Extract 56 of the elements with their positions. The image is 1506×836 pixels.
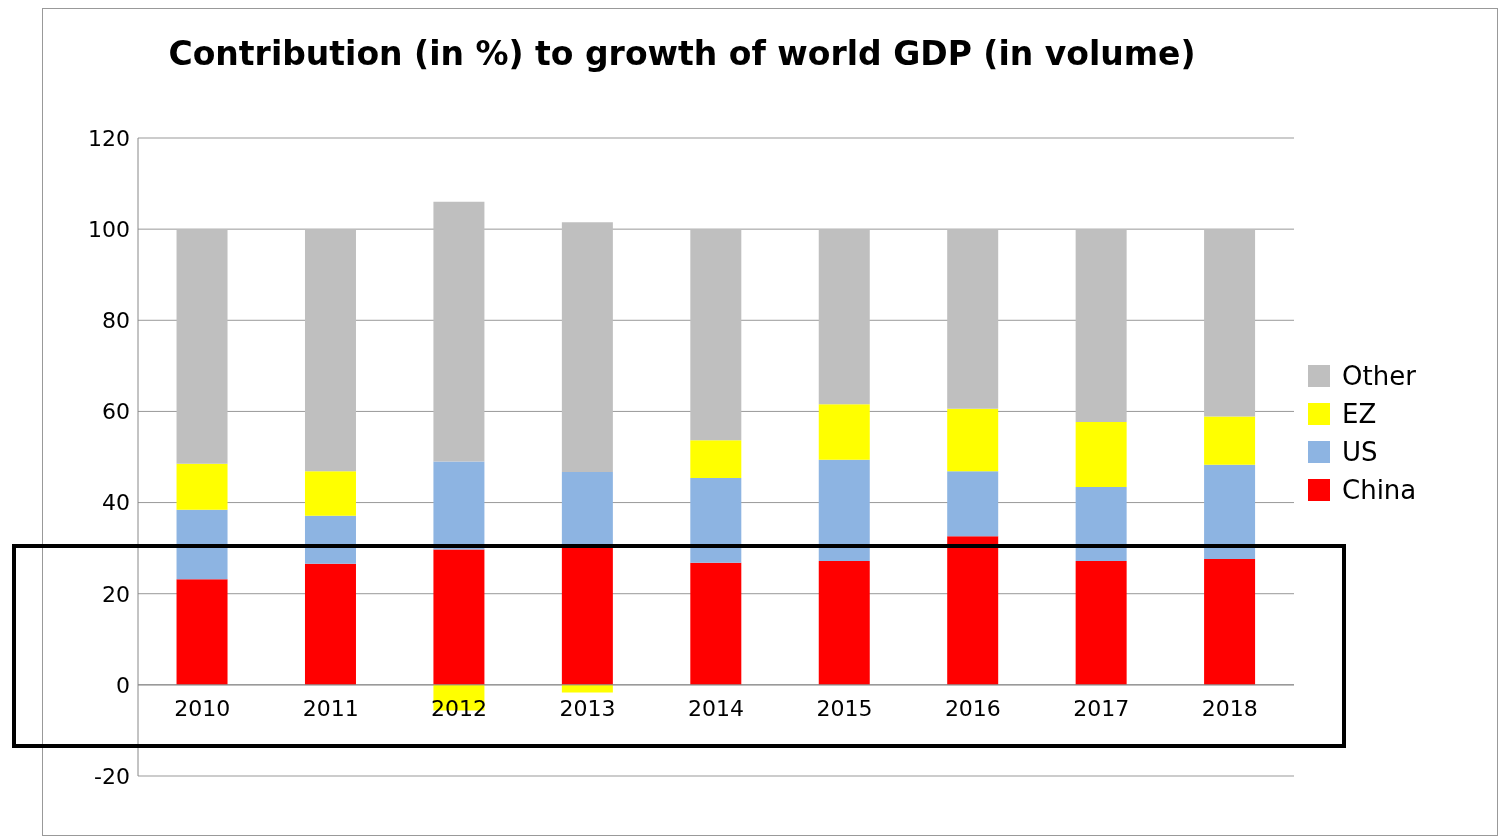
x-tick-label: 2013 bbox=[559, 695, 616, 721]
bar bbox=[561, 546, 613, 685]
x-tick-label: 2010 bbox=[174, 695, 231, 721]
bar bbox=[561, 472, 613, 547]
bar bbox=[304, 515, 356, 564]
bar bbox=[433, 201, 485, 462]
x-tick-label: 2018 bbox=[1201, 695, 1258, 721]
bar bbox=[947, 536, 999, 685]
bar bbox=[176, 509, 228, 580]
y-tick-label: 60 bbox=[102, 399, 130, 425]
bar bbox=[1204, 559, 1256, 685]
x-tick-label: 2014 bbox=[688, 695, 744, 721]
y-tick-label: 80 bbox=[102, 308, 130, 334]
bar bbox=[304, 471, 356, 516]
bar bbox=[1075, 229, 1127, 422]
bar bbox=[176, 579, 228, 685]
y-tick-label: 0 bbox=[116, 672, 130, 698]
bar bbox=[304, 563, 356, 685]
bar bbox=[561, 684, 613, 693]
y-tick-label: -20 bbox=[94, 763, 130, 789]
bar bbox=[690, 229, 742, 441]
bar bbox=[690, 477, 742, 563]
y-tick-label: 120 bbox=[88, 125, 130, 151]
bar bbox=[304, 229, 356, 472]
bar bbox=[433, 549, 485, 685]
bar bbox=[947, 229, 999, 409]
chart-title: Contribution (in %) to growth of world GDP (in volume) bbox=[167, 34, 1197, 73]
bar bbox=[1075, 560, 1127, 685]
bar bbox=[1204, 229, 1256, 417]
bar bbox=[947, 408, 999, 472]
x-tick-label: 2016 bbox=[944, 695, 1001, 721]
legend-label: Other bbox=[1342, 361, 1416, 391]
x-tick-label: 2011 bbox=[302, 695, 359, 721]
bar bbox=[1075, 487, 1127, 561]
bar bbox=[690, 440, 742, 478]
y-tick-label: 100 bbox=[88, 216, 130, 242]
bar bbox=[176, 229, 228, 464]
y-tick-label: 40 bbox=[102, 490, 130, 516]
legend-label: EZ bbox=[1342, 399, 1377, 429]
bar bbox=[561, 222, 613, 473]
bar bbox=[1075, 421, 1127, 488]
legend-label: US bbox=[1342, 437, 1378, 467]
y-tick-label: 20 bbox=[102, 581, 130, 607]
bar bbox=[818, 459, 870, 561]
bar bbox=[818, 560, 870, 685]
legend-label: China bbox=[1342, 475, 1417, 505]
x-tick-label: 2015 bbox=[816, 695, 873, 721]
bar bbox=[1204, 464, 1256, 560]
bar bbox=[947, 471, 999, 537]
bar bbox=[818, 229, 870, 405]
bar bbox=[690, 562, 742, 685]
bar bbox=[176, 463, 228, 510]
bar bbox=[818, 404, 870, 460]
bar bbox=[433, 461, 485, 550]
x-tick-label: 2017 bbox=[1073, 695, 1130, 721]
bar bbox=[1204, 416, 1256, 465]
